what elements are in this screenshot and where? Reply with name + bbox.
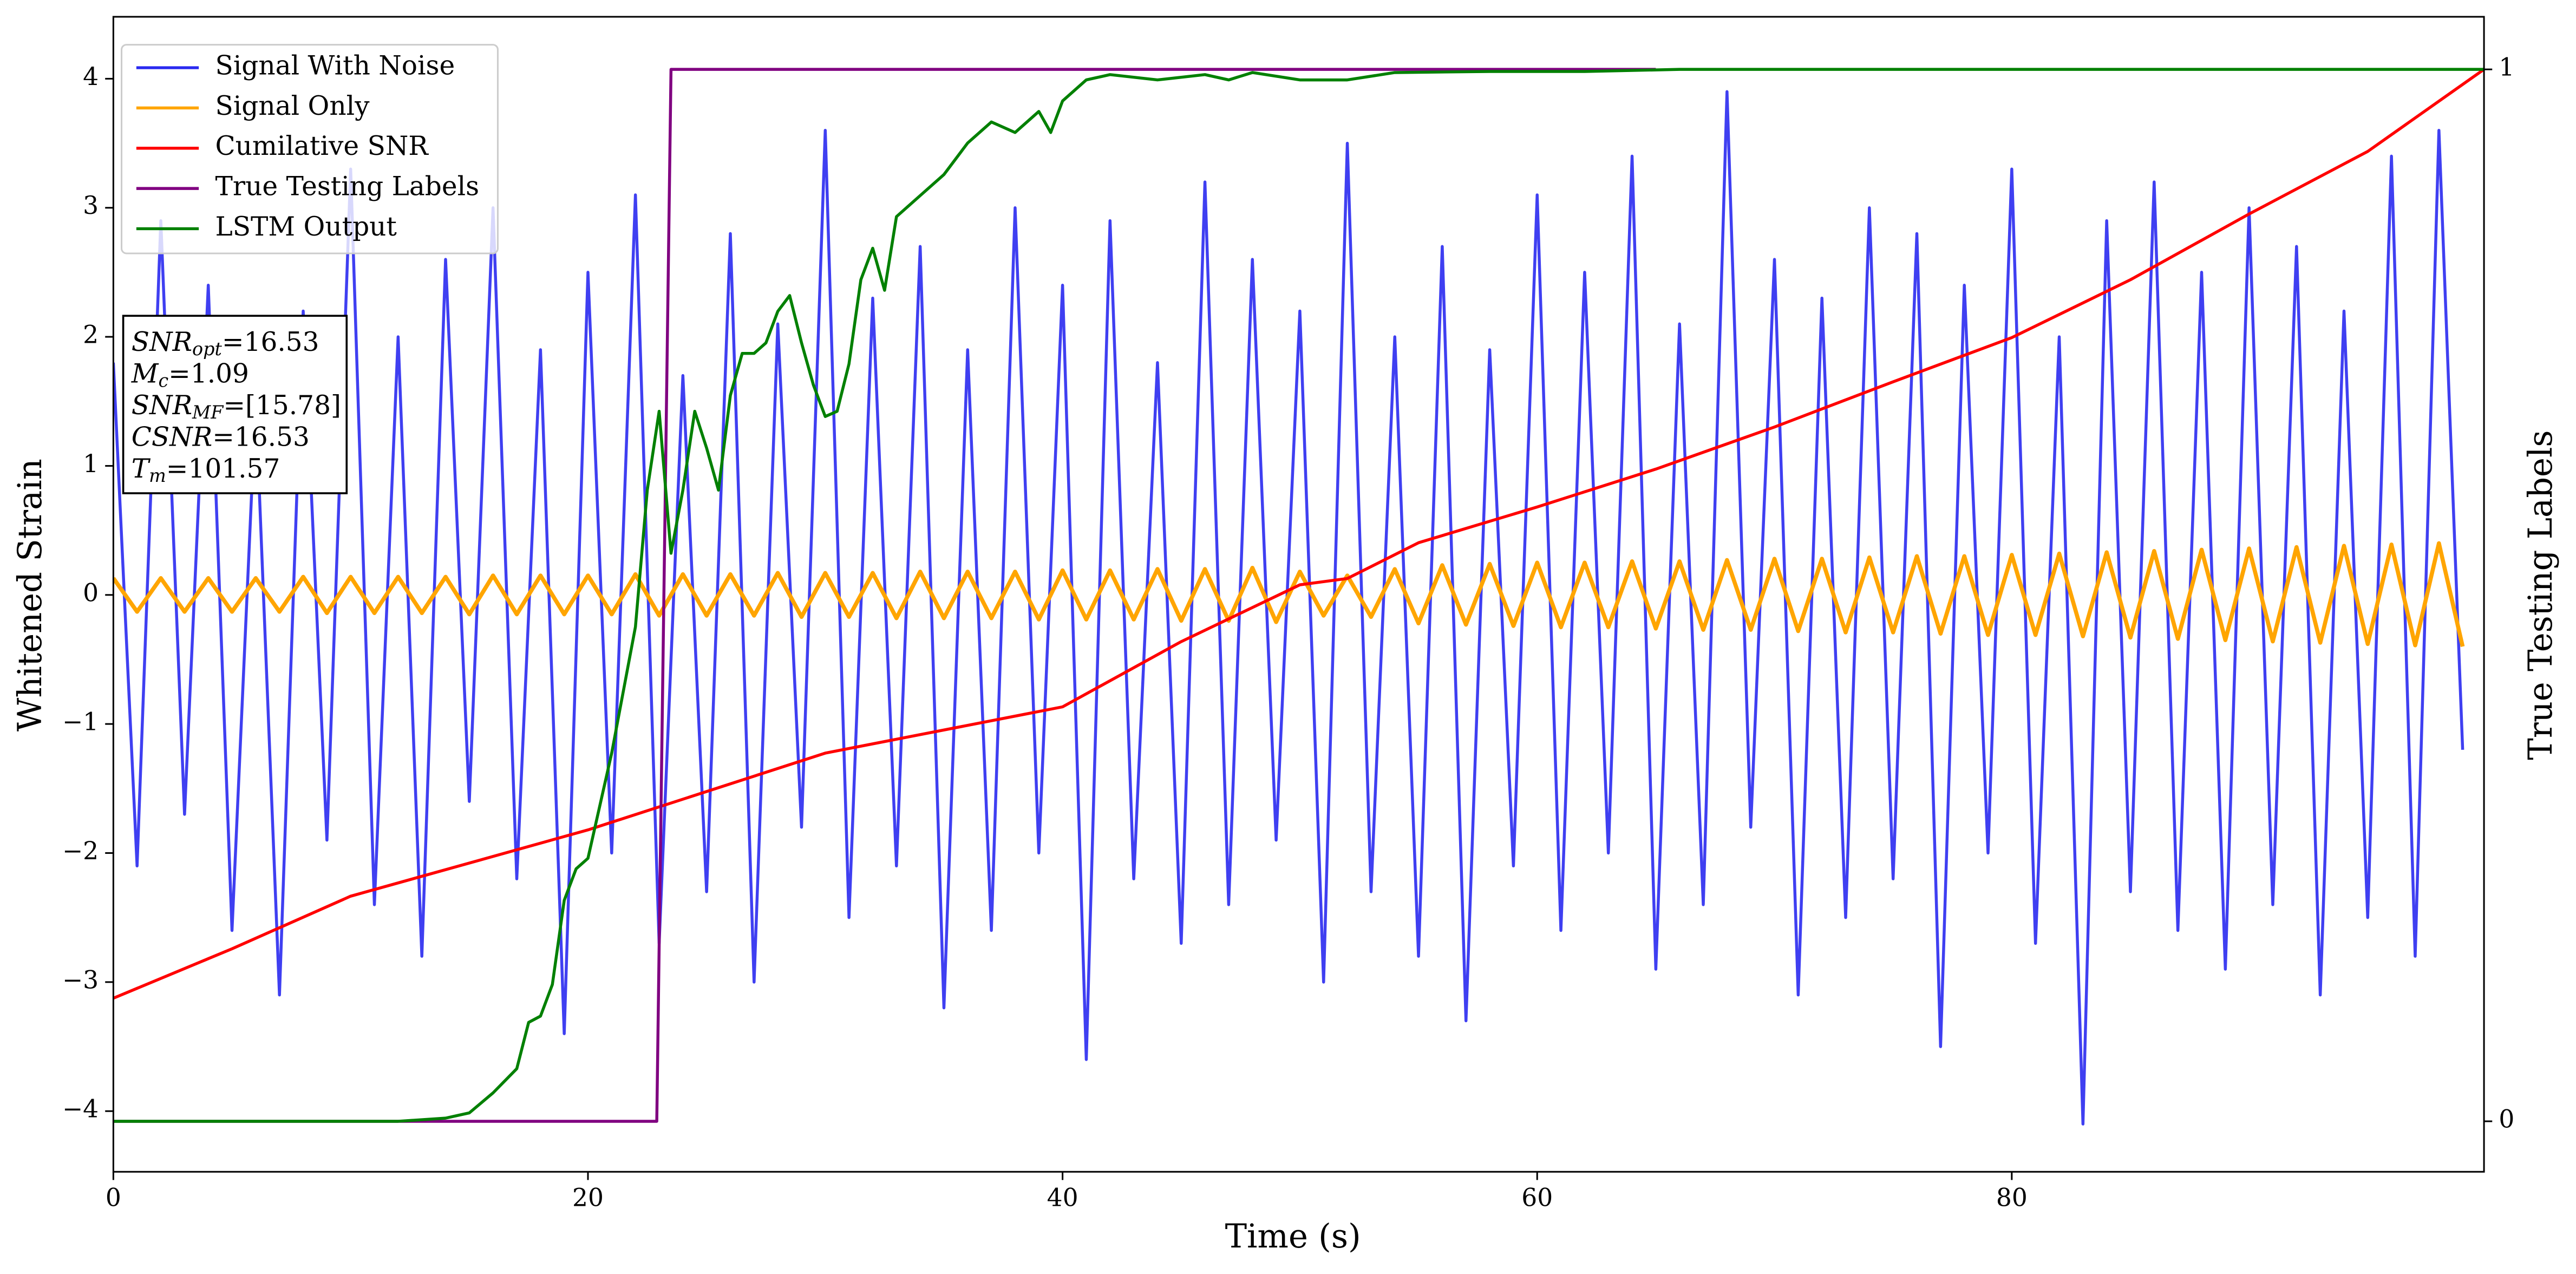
legend-label: Signal Only (215, 91, 370, 121)
annotation-line: CSNR=16.53 (132, 422, 310, 452)
x-tick-label: 40 (1047, 1183, 1078, 1212)
series-line (113, 541, 2465, 648)
annotation-line: SNRopt=16.53 (132, 326, 319, 360)
y-tick-label: −2 (62, 837, 99, 865)
annotation-value: =[15.78] (223, 390, 341, 420)
annotation-value: =101.57 (166, 454, 280, 484)
annotation-value: =16.53 (222, 326, 319, 357)
y2-tick-label: 1 (2499, 53, 2514, 82)
annotation-box (122, 315, 348, 494)
legend-label: True Testing Labels (215, 172, 480, 202)
series-line (113, 90, 2464, 1126)
y-tick-label: 3 (83, 191, 99, 220)
y-tick-label: 4 (83, 62, 99, 91)
y-tick-label: 2 (83, 321, 99, 349)
annotation-subscript: MF (192, 402, 224, 423)
legend-box (121, 44, 499, 254)
annotation-symbol: SNR (132, 326, 192, 357)
legend-label: Signal With Noise (215, 51, 455, 81)
annotation-symbol: CSNR (132, 422, 212, 452)
annotation-value: =1.09 (168, 358, 249, 389)
y2-tick-label: 0 (2499, 1105, 2514, 1133)
annotation-symbol: M (131, 358, 159, 389)
y2-axis-label: True Testing Labels (2522, 430, 2560, 760)
annotation-subscript: m (149, 465, 166, 486)
series-line (113, 68, 2485, 1123)
y-tick-label: 1 (83, 449, 99, 478)
annotation-subscript: opt (192, 338, 222, 360)
annotation-symbol: SNR (132, 390, 192, 420)
series-line (113, 68, 2485, 1000)
y-axis-label: Whitened Strain (11, 459, 49, 731)
x-axis-label: Time (s) (1225, 1218, 1361, 1256)
legend-label: Cumilative SNR (215, 131, 429, 161)
annotation-subscript: c (158, 370, 168, 391)
y-tick-label: −1 (62, 708, 99, 736)
x-tick-label: 80 (1996, 1183, 2028, 1212)
annotation-line: Tm=101.57 (132, 454, 280, 487)
x-tick-label: 0 (106, 1183, 121, 1212)
x-tick-label: 20 (572, 1183, 604, 1212)
annotation-value: =16.53 (212, 422, 310, 452)
legend-label: LSTM Output (215, 212, 397, 242)
plot-area (113, 68, 2485, 1126)
annotation-symbol: T (132, 454, 151, 484)
annotation-line: SNRMF=[15.78] (132, 390, 341, 423)
y-tick-label: −4 (62, 1095, 99, 1123)
y-tick-label: −3 (62, 965, 99, 994)
annotation-line: Mc=1.09 (131, 358, 249, 391)
x-tick-label: 60 (1521, 1183, 1553, 1212)
y-tick-label: 0 (83, 578, 99, 607)
